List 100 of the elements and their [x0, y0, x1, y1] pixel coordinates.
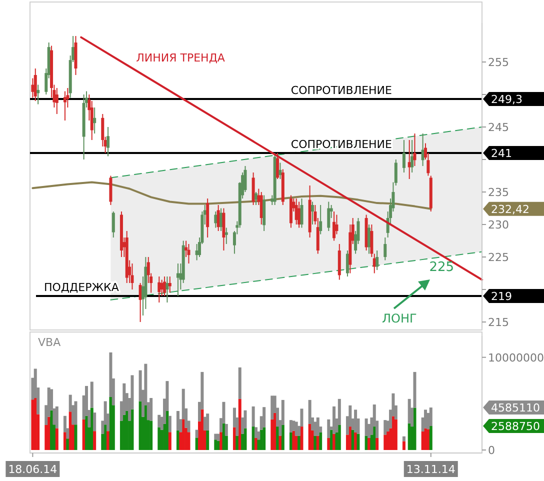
bar [429, 408, 432, 426]
x-tick-label: 13.11.14 [406, 463, 456, 476]
bar [216, 434, 220, 441]
x-tick-label: 18.06.14 [8, 463, 58, 476]
y-tick-label: 255 [488, 56, 509, 69]
annotation: 225 [429, 260, 454, 275]
bar [150, 398, 153, 421]
candlestick [130, 263, 134, 290]
candlestick [224, 227, 228, 244]
y-tick-label: 235 [488, 186, 509, 199]
candlestick [158, 276, 161, 303]
candlestick [214, 211, 218, 228]
bar [214, 434, 218, 440]
y-tick-label: 10000000 [488, 351, 544, 364]
candlestick [376, 250, 379, 270]
bar [150, 420, 153, 450]
bar [158, 427, 161, 450]
candlestick [93, 107, 96, 134]
candlestick [413, 133, 416, 166]
bar [200, 409, 204, 450]
candlestick [384, 237, 387, 261]
bar [316, 417, 320, 436]
bar [270, 396, 274, 420]
candlestick [31, 78, 34, 98]
bar [376, 438, 379, 450]
candlestick [168, 276, 172, 294]
bar [292, 430, 296, 450]
ref-line-label: СОПРОТИВЛЕНИЕ [290, 84, 392, 98]
bar [176, 410, 180, 430]
bar [278, 436, 282, 450]
candlestick [163, 276, 166, 296]
bar [168, 416, 172, 432]
candlestick [370, 224, 374, 258]
bar [319, 432, 322, 450]
bar [206, 414, 210, 430]
bar [314, 436, 317, 450]
candlestick [36, 84, 40, 105]
bar [206, 430, 210, 450]
chart-title: VBA [38, 336, 62, 349]
bar [74, 401, 78, 425]
bar [93, 412, 96, 432]
bar [327, 438, 330, 450]
text: 4585110 [491, 402, 540, 415]
bar [238, 367, 242, 399]
candlestick [346, 250, 349, 277]
bar [130, 409, 134, 450]
bar [384, 434, 387, 450]
bar [166, 410, 169, 450]
bar [426, 429, 430, 450]
bar [168, 432, 172, 450]
y-tick-label: 225 [488, 251, 509, 264]
series-label: ЛИНИЯ ТРЕНДА [136, 51, 226, 64]
candlestick [300, 198, 304, 228]
bar [195, 430, 198, 438]
bar [31, 400, 34, 450]
bar [214, 440, 218, 450]
text: 241 [491, 147, 512, 160]
bar [314, 422, 317, 436]
candlestick [402, 140, 406, 173]
bar [281, 424, 284, 450]
candlestick [332, 211, 336, 242]
ref-line-label: ПОДДЕРЖКА [44, 281, 120, 294]
y-tick-label: 0 [488, 444, 495, 457]
bar [158, 414, 161, 428]
candlestick [278, 162, 282, 180]
bar [74, 424, 78, 450]
bar [300, 426, 304, 450]
bar [402, 436, 406, 442]
bar [236, 436, 239, 450]
bar [93, 431, 96, 450]
bar [392, 416, 395, 450]
text: 2588750 [491, 420, 540, 434]
candlestick [187, 244, 190, 264]
bar [413, 408, 416, 450]
bar [402, 441, 406, 450]
y-tick-label: 245 [488, 121, 509, 134]
bar [338, 424, 341, 450]
bar [55, 406, 58, 428]
bar [348, 426, 352, 450]
annotation: ЛОНГ [382, 312, 417, 326]
candlestick [63, 90, 66, 121]
bar [354, 410, 358, 432]
bar [90, 382, 94, 408]
candlestick [55, 88, 58, 114]
y-tick-label: 230 [488, 218, 509, 232]
bar [356, 434, 360, 450]
bar [262, 427, 266, 450]
text: 219 [491, 290, 512, 303]
bar [187, 432, 190, 450]
bar [332, 406, 336, 434]
bar [144, 405, 148, 450]
bar [222, 423, 226, 450]
candlestick [319, 204, 322, 235]
bar [66, 438, 70, 450]
bar [429, 426, 432, 450]
bar [327, 419, 330, 438]
candlestick [106, 126, 110, 157]
y-tick-label: 215 [488, 316, 509, 329]
bar [244, 428, 247, 450]
candlestick [410, 140, 414, 173]
